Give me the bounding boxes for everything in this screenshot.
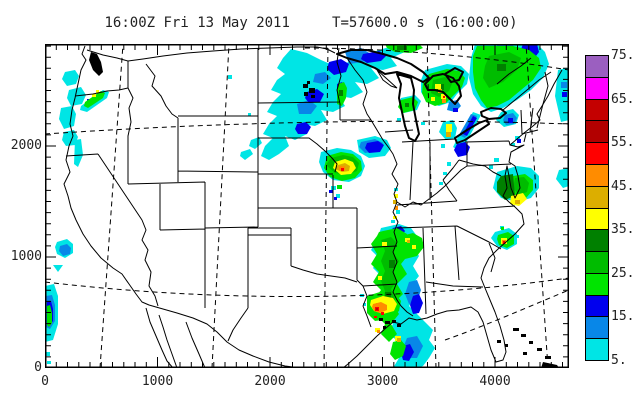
colorbar-cell [585, 99, 609, 121]
colorbar-cell [585, 229, 609, 252]
weather-map-svg [45, 44, 569, 368]
precip-layer-orange-red [339, 96, 506, 333]
border-canada [86, 46, 336, 62]
x-tick-label: 0 [41, 374, 49, 389]
colorbar-tick-label: 25. [611, 265, 635, 281]
plot-frame [45, 44, 569, 368]
graticule-parallels [45, 47, 569, 341]
colorbar-tick-label: 15. [611, 309, 635, 325]
y-tick-label: 2000 [10, 138, 42, 153]
colorbar-tick-label: 55. [611, 135, 635, 151]
colorbar-cell [585, 316, 609, 339]
great-lakes [336, 49, 507, 144]
plot-title: 16:00Z Fri 13 May 2011 T=57600.0 s (16:0… [104, 15, 518, 31]
coastline-mexico [145, 307, 206, 368]
colorbar-cell [585, 273, 609, 296]
state-lines [65, 47, 552, 342]
colorbar-cell [585, 120, 609, 143]
y-tick-label: 0 [34, 360, 42, 375]
colorbar-tick-label: 5. [611, 353, 627, 368]
colorbar-cell [585, 208, 609, 230]
x-tick-label: 1000 [141, 374, 174, 389]
coastline-west [63, 45, 302, 368]
coastline-east [342, 69, 563, 368]
colorbar-tick-label: 75. [611, 48, 635, 63]
x-tick-label: 2000 [254, 374, 286, 389]
colorbar-cell [585, 251, 609, 274]
x-tick-label: 3000 [366, 374, 399, 389]
colorbar-cell [585, 295, 609, 317]
precip-layer-green [47, 44, 541, 360]
state-borders [63, 45, 563, 368]
axis-ticks [45, 44, 569, 368]
graticule [45, 44, 569, 368]
colorbar-cell [585, 55, 609, 78]
x-tick-label: 4000 [479, 374, 511, 389]
colorbar-tick-label: 45. [611, 178, 635, 194]
colorbar-cell [585, 142, 609, 165]
colorbar-cell [585, 338, 609, 361]
colorbar-cell [585, 186, 609, 209]
colorbar-tick-label: 65. [611, 91, 635, 107]
colorbar-cell [585, 77, 609, 100]
colorbar-tick-label: 35. [611, 222, 635, 238]
colorbar-cell [585, 164, 609, 187]
precip-layer-lightblue [46, 44, 567, 358]
graticule-meridians [99, 44, 549, 368]
y-tick-label: 1000 [10, 249, 42, 264]
